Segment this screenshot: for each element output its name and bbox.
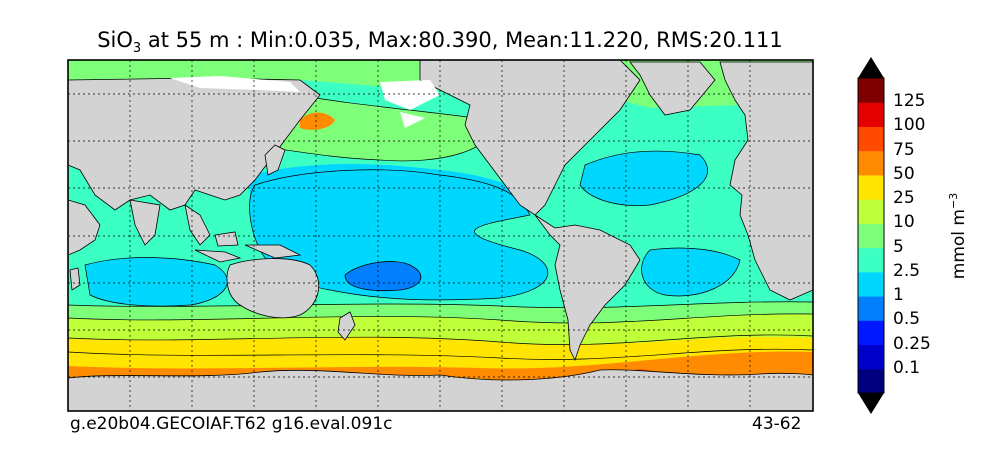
colorbar-label: mmol m−3 — [947, 193, 969, 279]
graticule — [68, 60, 813, 411]
land-africa-east — [68, 199, 101, 256]
title-variable: SiO — [97, 28, 133, 52]
title-subscript: 3 — [132, 41, 142, 57]
band-south-pacific-deep-blue — [344, 261, 422, 292]
colorbar-tick-label: 0.5 — [893, 309, 921, 330]
colorbar-tick-label: 10 — [893, 212, 915, 233]
colorbar-extend-max — [858, 57, 884, 78]
colorbar-tick-label: 75 — [893, 139, 915, 160]
year-range: 43-62 — [752, 414, 802, 434]
title-stats: at 55 m : Min:0.035, Max:80.390, Mean:11… — [141, 28, 783, 52]
land-madagascar — [69, 267, 81, 291]
band-indian-blue — [85, 257, 228, 307]
colorbar-tick-label: 125 — [893, 91, 926, 112]
colorbar-tick-label: 100 — [893, 115, 926, 136]
colorbar-segment — [858, 78, 884, 103]
colorbar-label-exponent: −3 — [947, 192, 961, 209]
ice-beaufort — [380, 80, 440, 110]
colorbar-segment — [858, 344, 884, 370]
colorbar-segment — [858, 320, 884, 346]
colorbar-segment — [858, 271, 884, 297]
land-south-america — [534, 214, 641, 362]
colorbar-segment — [858, 150, 884, 176]
colorbar-extend-min — [858, 393, 884, 414]
band-north-pacific-blue — [250, 164, 530, 215]
colorbar-segment — [858, 368, 884, 394]
colorbar-segment — [858, 247, 884, 273]
case-name: g.e20b04.GECOIAF.T62 g16.eval.091c — [70, 414, 393, 434]
band-south-atlantic-blue — [641, 248, 740, 296]
colorbar-segment — [858, 126, 884, 152]
land-australia — [226, 258, 319, 319]
colorbar-segment — [858, 102, 884, 127]
colorbar-tick-label: 0.1 — [893, 357, 921, 378]
colorbar-tick-label: 25 — [893, 188, 915, 209]
land-greenland — [629, 61, 716, 116]
band-north-atlantic-blue — [580, 151, 708, 206]
land-asia — [68, 77, 321, 211]
colorbar-segment — [858, 199, 884, 224]
colorbar-tick-label: 0.25 — [893, 333, 931, 354]
map-frame — [67, 59, 814, 412]
colorbar-tick-label: 5 — [893, 236, 904, 257]
contour-lines — [68, 94, 813, 360]
land-indochina — [184, 204, 211, 246]
land-europe-africa — [719, 61, 813, 301]
colorbar-segment — [858, 296, 884, 321]
ice-bering — [170, 76, 300, 92]
land-japan — [264, 144, 286, 176]
land-india — [129, 199, 161, 246]
ice-alaska — [400, 112, 425, 128]
colorbar-segment — [858, 223, 884, 249]
band-north-pacific-green — [250, 95, 492, 161]
map-title: SiO3 at 55 m : Min:0.035, Max:80.390, Me… — [0, 28, 880, 56]
colorbar-tick-label: 2.5 — [893, 260, 921, 281]
map-field — [68, 60, 813, 411]
colorbar-tick-label: 50 — [893, 163, 915, 184]
band-kamchatka-orange — [300, 112, 335, 130]
colorbar-label-text: mmol m — [948, 209, 969, 280]
land-indonesia — [194, 231, 302, 263]
colorbar-frame — [857, 77, 885, 394]
colorbar-tick-label: 1 — [893, 285, 904, 306]
colorbar-segment — [858, 174, 884, 200]
